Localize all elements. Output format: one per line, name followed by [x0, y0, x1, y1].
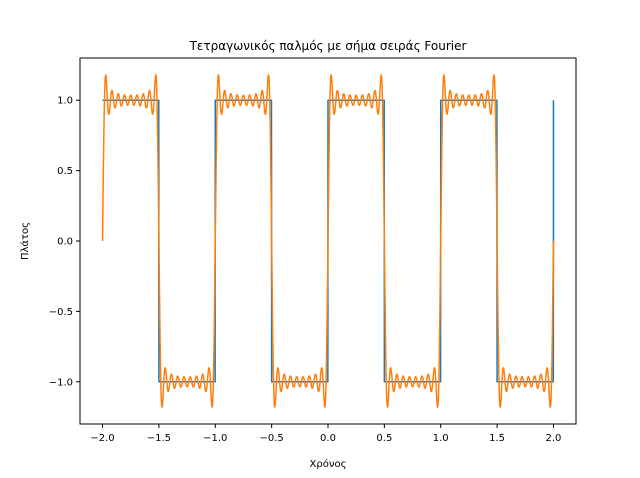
x-tick-label: 2.0 — [546, 433, 562, 444]
x-tick-label: −1.0 — [203, 433, 227, 444]
series-line-0 — [101, 99, 555, 383]
plot-area — [101, 74, 555, 408]
x-tick-label: 0.5 — [376, 433, 392, 444]
x-tick-label: 0.0 — [320, 433, 336, 444]
x-axis: −2.0 −1.5 −1.0 −0.5 0.0 0.5 1.0 1.5 2.0 — [90, 424, 561, 444]
y-tick-label: 0.0 — [57, 237, 73, 248]
x-axis-label: Χρόνος — [310, 458, 347, 470]
chart-title: Τετραγωνικός παλμός με σήμα σειράς Fouri… — [189, 39, 467, 53]
y-tick-label: 1.0 — [57, 96, 73, 107]
y-axis: −1.0 −0.5 0.0 0.5 1.0 — [49, 96, 80, 388]
y-tick-label: 0.5 — [57, 166, 73, 177]
x-tick-label: 1.0 — [433, 433, 449, 444]
y-axis-label: Πλάτος — [19, 222, 31, 260]
x-tick-label: −0.5 — [259, 433, 283, 444]
x-tick-label: −2.0 — [90, 433, 114, 444]
y-tick-label: −1.0 — [49, 377, 73, 388]
x-tick-label: 1.5 — [489, 433, 505, 444]
series-line-1 — [101, 74, 555, 408]
x-tick-label: −1.5 — [147, 433, 171, 444]
y-tick-label: −0.5 — [49, 307, 73, 318]
